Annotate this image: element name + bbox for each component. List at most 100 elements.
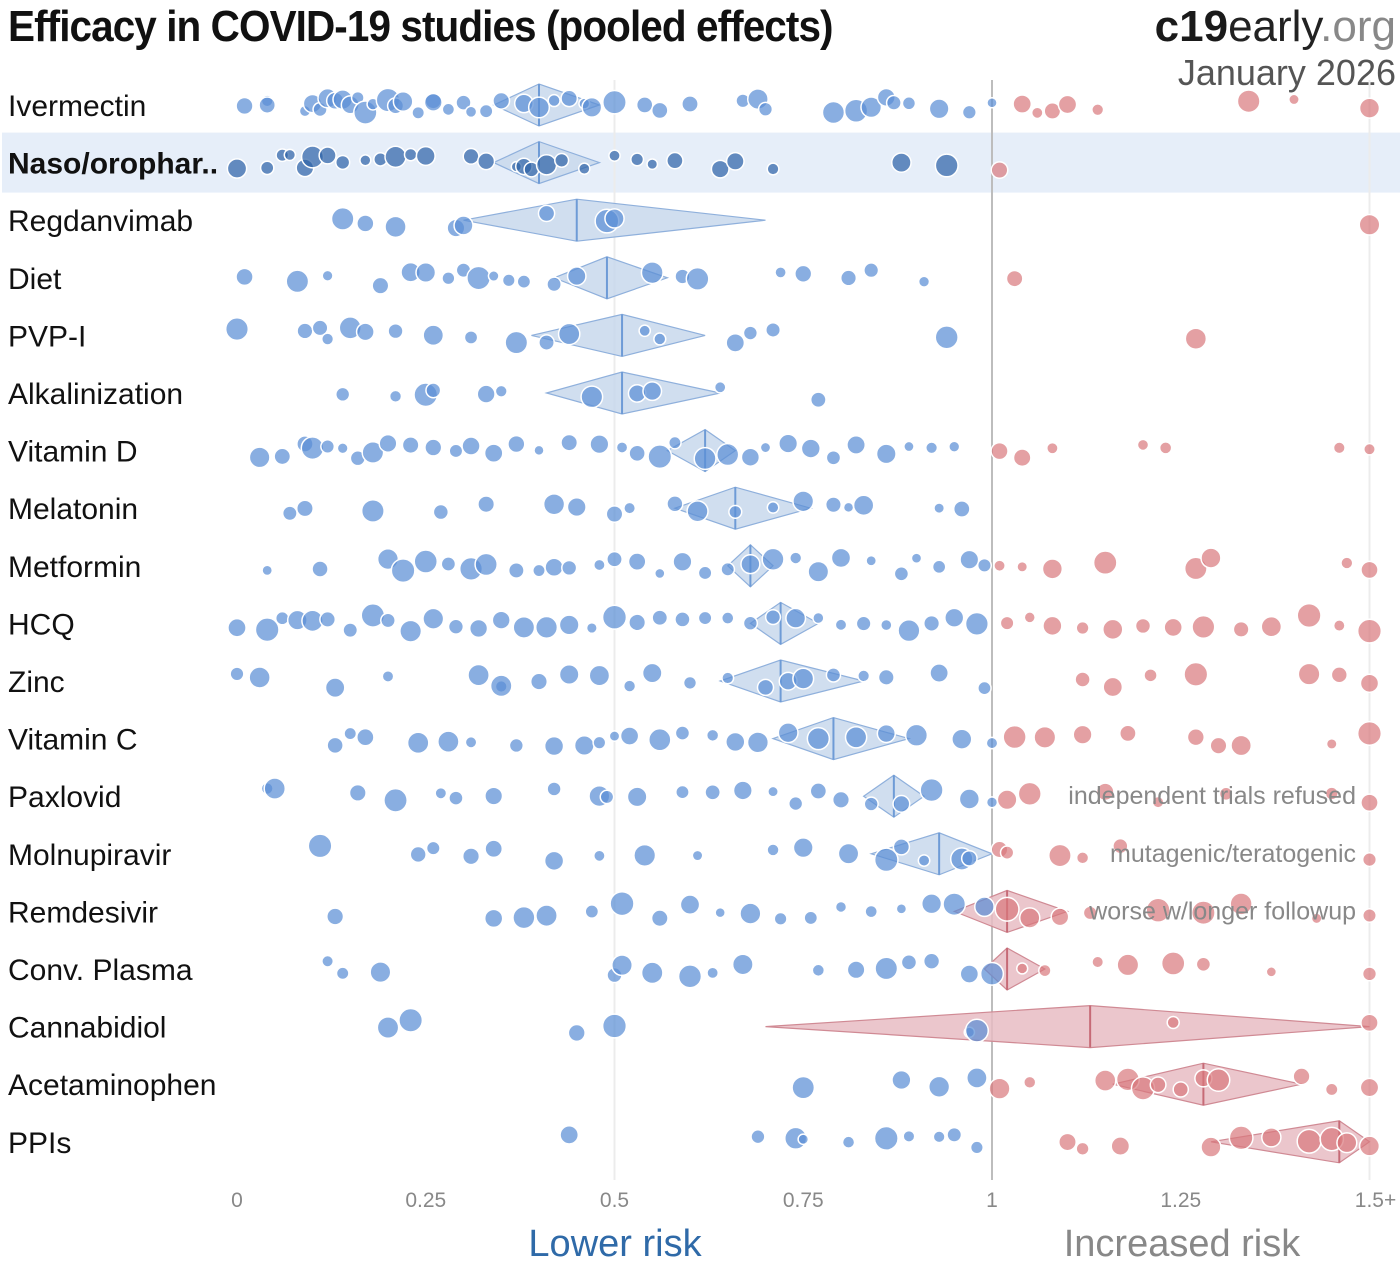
- study-point: [874, 956, 899, 981]
- study-point: [976, 557, 992, 573]
- study-point: [474, 552, 498, 577]
- study-point: [917, 275, 931, 288]
- series-row: [224, 313, 1208, 358]
- pooled-diamond: [531, 313, 706, 358]
- study-point: [630, 152, 645, 167]
- study-point: [413, 549, 439, 574]
- study-point: [1229, 892, 1253, 916]
- study-point: [761, 547, 785, 571]
- study-point: [710, 159, 730, 179]
- brand-logo[interactable]: c19early.org: [1155, 2, 1396, 52]
- study-point: [999, 845, 1015, 860]
- study-point: [1058, 1132, 1077, 1152]
- study-point: [831, 790, 851, 809]
- study-point: [1075, 1141, 1090, 1156]
- study-point: [425, 840, 441, 856]
- study-point: [441, 271, 456, 286]
- study-point: [897, 619, 921, 643]
- study-point: [259, 160, 275, 176]
- study-point: [1093, 1069, 1117, 1092]
- study-point: [666, 495, 684, 513]
- study-point: [705, 728, 720, 743]
- study-point: [797, 1133, 810, 1146]
- study-point: [1023, 1075, 1037, 1090]
- row-label: Paxlovid: [8, 781, 121, 814]
- study-point: [535, 904, 558, 928]
- study-point: [546, 276, 562, 293]
- study-point: [1102, 618, 1124, 641]
- study-point: [1363, 442, 1376, 456]
- study-point: [721, 671, 735, 685]
- study-point: [1012, 448, 1032, 468]
- study-point: [794, 264, 813, 283]
- study-point: [507, 562, 525, 579]
- study-point: [654, 567, 666, 580]
- study-point: [885, 94, 902, 111]
- study-point: [1075, 620, 1090, 636]
- study-point: [924, 441, 939, 455]
- study-point: [1361, 966, 1378, 982]
- study-point: [1091, 955, 1105, 969]
- study-point: [326, 736, 344, 755]
- row-label: Vitamin D: [8, 436, 138, 469]
- study-point: [601, 1013, 628, 1039]
- study-point: [951, 728, 973, 750]
- study-point: [235, 96, 254, 116]
- study-point: [1015, 962, 1029, 975]
- study-point: [409, 845, 427, 864]
- study-point: [476, 384, 496, 404]
- pooled-diamond: [749, 601, 820, 646]
- study-point: [811, 963, 826, 978]
- study-point: [557, 322, 581, 346]
- study-point: [1359, 1077, 1380, 1098]
- series-row: [226, 140, 1009, 185]
- study-point: [401, 436, 420, 455]
- row-label: Vitamin C: [8, 724, 138, 757]
- study-point: [650, 101, 669, 120]
- study-point: [1190, 900, 1216, 926]
- series-row: [791, 1062, 1380, 1106]
- study-point: [932, 1130, 946, 1144]
- study-point: [864, 904, 879, 919]
- study-point: [529, 672, 549, 691]
- study-point: [311, 319, 329, 337]
- study-point: [792, 490, 815, 513]
- study-point: [398, 1007, 424, 1033]
- study-point: [483, 908, 504, 929]
- study-point: [507, 434, 526, 454]
- study-point: [356, 214, 375, 233]
- study-point: [900, 954, 918, 971]
- study-point: [873, 1125, 899, 1151]
- study-point: [766, 843, 780, 857]
- study-point: [226, 158, 248, 179]
- study-point: [494, 384, 508, 398]
- row-label: Regdanvimab: [8, 205, 193, 238]
- study-point: [650, 909, 669, 928]
- study-point: [846, 960, 866, 980]
- study-point: [609, 890, 635, 917]
- study-point: [399, 619, 423, 643]
- series-row: [376, 1004, 1379, 1049]
- study-point: [964, 1018, 990, 1043]
- row-label: Melatonin: [8, 493, 138, 526]
- study-point: [774, 266, 787, 279]
- study-point: [423, 92, 443, 112]
- study-point: [1288, 93, 1300, 106]
- study-point: [478, 103, 494, 119]
- lower-risk-label: Lower risk: [528, 1223, 702, 1264]
- study-point: [830, 547, 852, 569]
- study-point: [1116, 953, 1140, 977]
- study-point: [960, 849, 978, 867]
- study-point: [611, 954, 634, 977]
- study-point: [919, 777, 944, 803]
- study-point: [728, 504, 743, 520]
- study-point: [1324, 1082, 1339, 1097]
- series-row: [281, 486, 971, 530]
- study-point: [996, 789, 1018, 811]
- study-point: [383, 787, 408, 813]
- rows-layer: [224, 83, 1383, 1164]
- study-point: [622, 679, 637, 693]
- x-tick-label: 1.25: [1160, 1189, 1201, 1212]
- study-point: [1362, 907, 1377, 923]
